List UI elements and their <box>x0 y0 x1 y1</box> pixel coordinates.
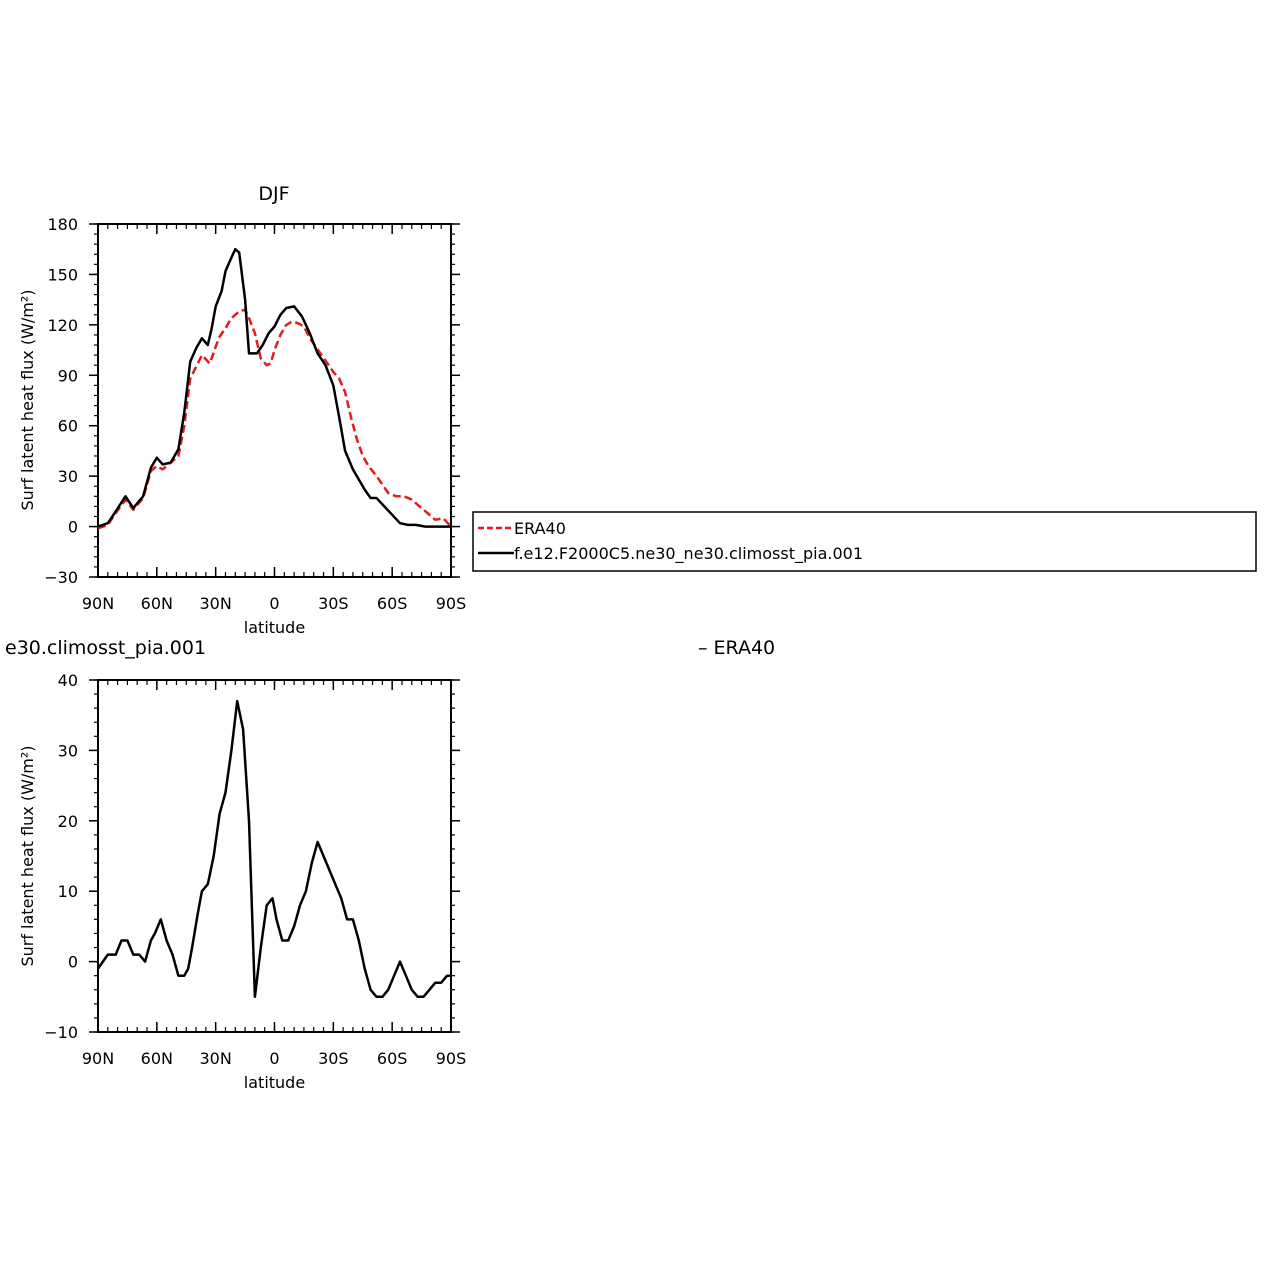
bottom-series-line-0 <box>96 699 451 999</box>
bottom-x-tick-label: 90S <box>436 1049 467 1068</box>
top-y-tick-label: −30 <box>44 568 78 587</box>
top-x-tick-label: 60S <box>377 594 408 613</box>
bottom-y-tick-label: −10 <box>44 1023 78 1042</box>
top-y-tick-label: 90 <box>58 366 78 385</box>
bottom-chart-panel: e30.climosst_pia.001 – ERA40 90N 60N 30N 0 3… <box>5 637 775 1092</box>
bottom-x-axis-label: latitude <box>244 1073 305 1092</box>
top-x-tick-label: 0 <box>269 594 279 613</box>
bottom-x-tick-label: 60S <box>377 1049 408 1068</box>
bottom-y-axis-label: Surf latent heat flux (W/m²) <box>18 745 37 966</box>
bottom-y-tick-label: 0 <box>68 953 78 972</box>
bottom-chart-right-title: – ERA40 <box>698 637 775 659</box>
top-y-tick-label: 120 <box>47 316 78 335</box>
legend-frame <box>472 511 1257 572</box>
top-series-line-1 <box>97 247 451 528</box>
legend-label-era40: ERA40 <box>514 519 566 538</box>
legend-label-model: f.e12.F2000C5.ne30_ne30.climosst_pia.001 <box>514 544 863 564</box>
top-x-axis-label: latitude <box>244 618 305 637</box>
top-y-tick-label: 180 <box>47 215 78 234</box>
bottom-plot-frame <box>97 679 452 1033</box>
top-chart-panel: DJF 90N 60N 30N 0 30S 60S 90S −30 0 30 60 90 120 150 1… <box>18 183 466 637</box>
top-x-tick-label: 90S <box>436 594 467 613</box>
top-y-axis-label: Surf latent heat flux (W/m²) <box>18 289 37 510</box>
bottom-x-tick-label: 60N <box>141 1049 173 1068</box>
top-x-tick-label: 30N <box>200 594 232 613</box>
bottom-chart-left-title: e30.climosst_pia.001 <box>5 637 206 659</box>
top-y-tick-label: 0 <box>68 518 78 537</box>
top-y-tick-label: 30 <box>58 467 78 486</box>
bottom-x-tick-label: 30S <box>318 1049 349 1068</box>
bottom-x-tick-label: 90N <box>82 1049 114 1068</box>
top-series-line-0 <box>97 308 452 530</box>
top-x-tick-label: 60N <box>141 594 173 613</box>
top-chart-plot-area <box>97 247 452 530</box>
top-chart-title: DJF <box>258 183 289 205</box>
top-x-tick-label: 90N <box>82 594 114 613</box>
chart-legend: ERA40 f.e12.F2000C5.ne30_ne30.climosst_p… <box>472 511 1257 572</box>
top-plot-frame <box>97 223 452 578</box>
bottom-y-tick-label: 30 <box>58 741 78 760</box>
bottom-y-tick-label: 10 <box>58 882 78 901</box>
bottom-y-tick-label: 40 <box>58 671 78 690</box>
bottom-y-tick-label: 20 <box>58 812 78 831</box>
top-y-tick-label: 60 <box>58 417 78 436</box>
top-x-tick-label: 30S <box>318 594 349 613</box>
bottom-x-tick-label: 0 <box>269 1049 279 1068</box>
bottom-x-tick-label: 30N <box>200 1049 232 1068</box>
bottom-chart-axes: 90N 60N 30N 0 30S 60S 90S −10 0 10 20 30 40 latitude S… <box>18 671 466 1092</box>
top-chart-axes: 90N 60N 30N 0 30S 60S 90S −30 0 30 60 90 120 150 180 la… <box>18 215 466 637</box>
bottom-chart-plot-area <box>96 699 451 999</box>
top-y-tick-label: 150 <box>47 265 78 284</box>
